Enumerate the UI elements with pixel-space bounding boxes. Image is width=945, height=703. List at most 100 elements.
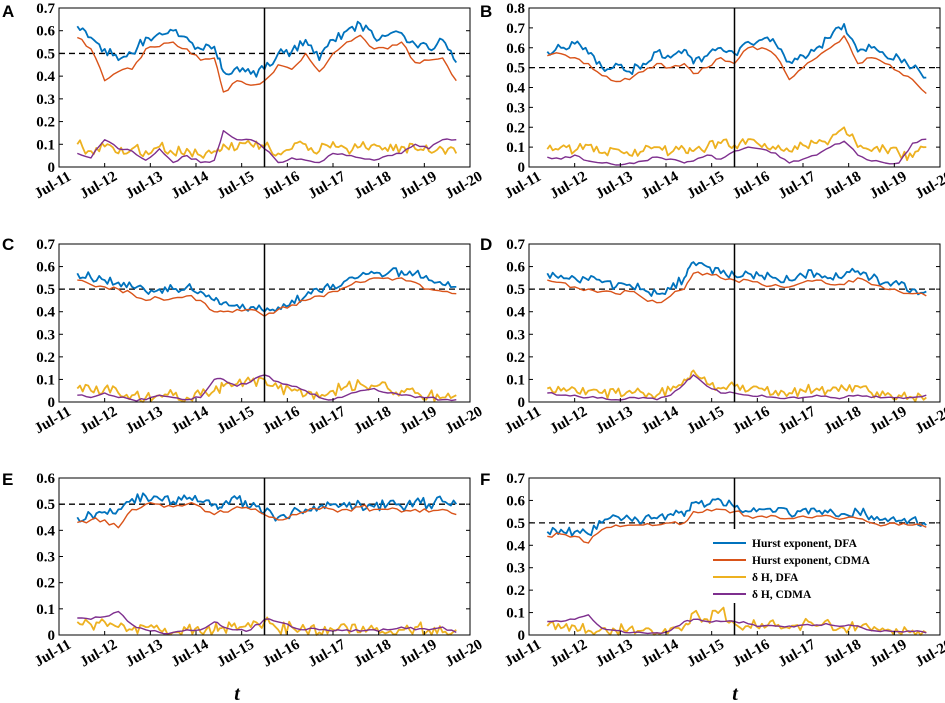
plot-frame xyxy=(528,477,941,636)
y-tick-label: 0.6 xyxy=(506,493,525,509)
y-tick-label: 0.1 xyxy=(506,606,525,622)
y-tick-label: 0.3 xyxy=(36,550,55,566)
x-tick-label: Jul-18 xyxy=(351,169,394,203)
y-tick-label: 0.6 xyxy=(506,260,525,276)
y-tick-label: 0.6 xyxy=(36,260,55,276)
y-tick-label: 0.5 xyxy=(506,516,525,532)
x-axis-title: t xyxy=(732,683,739,703)
series-line xyxy=(546,126,927,162)
x-tick-label: Jul-18 xyxy=(351,404,394,438)
panel-letter: A xyxy=(2,2,14,21)
x-tick-label: Jul-19 xyxy=(867,169,910,203)
x-tick-label: Jul-15 xyxy=(684,169,727,203)
series-line xyxy=(547,374,927,401)
x-tick-label: Jul-12 xyxy=(77,637,120,671)
x-tick-label: Jul-16 xyxy=(260,636,303,670)
series-line xyxy=(546,23,927,79)
x-tick-label: Jul-20 xyxy=(443,169,486,203)
series-line xyxy=(76,376,457,403)
y-tick-label: 0 xyxy=(518,160,526,176)
y-tick-label: 0.5 xyxy=(36,282,55,298)
x-tick-label: Jul-17 xyxy=(776,168,819,202)
y-tick-label: 0.8 xyxy=(506,1,525,17)
panel-letter: C xyxy=(2,235,14,254)
x-tick-label: Jul-17 xyxy=(306,636,349,670)
series-line xyxy=(76,267,457,313)
y-tick-label: 0 xyxy=(48,628,56,644)
series-line xyxy=(76,492,458,523)
x-tick-label: Jul-14 xyxy=(169,403,212,437)
y-tick-label: 0.6 xyxy=(36,471,55,487)
y-tick-label: 0 xyxy=(518,395,526,411)
y-tick-label: 0.4 xyxy=(36,69,55,85)
y-tick-label: 0.2 xyxy=(506,120,525,136)
x-tick-label: Jul-16 xyxy=(730,403,773,437)
x-tick-label: Jul-16 xyxy=(730,636,773,670)
series-line xyxy=(77,277,457,317)
y-tick-label: 0.5 xyxy=(506,61,525,77)
y-tick-label: 0 xyxy=(48,395,56,411)
x-tick-label: Jul-16 xyxy=(260,403,303,437)
x-tick-label: Jul-16 xyxy=(260,168,303,202)
y-tick-label: 0.7 xyxy=(36,1,55,17)
legend-label: Hurst exponent, CDMA xyxy=(752,555,871,567)
panel-letter: F xyxy=(480,470,490,489)
x-tick-label: Jul-13 xyxy=(593,169,636,203)
series-line xyxy=(77,502,457,529)
x-tick-label: Jul-15 xyxy=(214,637,257,671)
x-tick-label: Jul-14 xyxy=(639,403,682,437)
y-tick-label: 0.7 xyxy=(506,237,525,253)
y-tick-label: 0.5 xyxy=(506,282,525,298)
y-tick-label: 0.2 xyxy=(36,350,55,366)
x-tick-label: Jul-15 xyxy=(684,404,727,438)
x-tick-label: Jul-14 xyxy=(639,168,682,202)
y-tick-label: 0.6 xyxy=(506,41,525,57)
plot-frame xyxy=(528,243,941,403)
y-tick-label: 0.1 xyxy=(506,140,525,156)
x-tick-label: Jul-15 xyxy=(214,404,257,438)
x-tick-label: Jul-13 xyxy=(593,637,636,671)
legend-label: δ H, DFA xyxy=(752,572,799,584)
y-tick-label: 0.1 xyxy=(36,372,55,388)
y-tick-label: 0.4 xyxy=(506,538,525,554)
y-tick-label: 0.3 xyxy=(506,561,525,577)
panel-letter: D xyxy=(480,235,492,254)
x-tick-label: Jul-12 xyxy=(77,169,120,203)
x-tick-label: Jul-15 xyxy=(214,169,257,203)
y-tick-label: 0.7 xyxy=(36,237,55,253)
series-line xyxy=(547,614,927,635)
y-tick-label: 0.7 xyxy=(506,471,525,487)
y-tick-label: 0.2 xyxy=(506,350,525,366)
y-tick-label: 0.5 xyxy=(36,46,55,62)
x-tick-label: Jul-14 xyxy=(169,636,212,670)
y-tick-label: 0 xyxy=(518,628,526,644)
y-tick-label: 0.4 xyxy=(36,523,55,539)
series-line xyxy=(76,20,458,78)
x-tick-label: Jul-13 xyxy=(123,637,166,671)
x-tick-label: Jul-18 xyxy=(351,637,394,671)
y-tick-label: 0.1 xyxy=(506,372,525,388)
x-tick-label: Jul-12 xyxy=(547,169,590,203)
x-tick-label: Jul-18 xyxy=(821,637,864,671)
x-tick-label: Jul-19 xyxy=(397,637,440,671)
y-tick-label: 0.4 xyxy=(506,81,525,97)
x-tick-label: Jul-17 xyxy=(306,403,349,437)
y-tick-label: 0.3 xyxy=(36,92,55,108)
y-tick-label: 0.1 xyxy=(36,137,55,153)
x-tick-label: Jul-12 xyxy=(547,404,590,438)
x-tick-label: Jul-13 xyxy=(123,404,166,438)
legend-label: Hurst exponent, DFA xyxy=(752,538,858,550)
y-tick-label: 0.2 xyxy=(506,583,525,599)
y-tick-label: 0.2 xyxy=(36,576,55,592)
y-tick-label: 0.6 xyxy=(36,24,55,40)
x-tick-label: Jul-12 xyxy=(547,637,590,671)
x-tick-label: Jul-20 xyxy=(913,404,945,438)
series-line xyxy=(76,139,458,159)
x-tick-label: Jul-20 xyxy=(443,637,486,671)
x-tick-label: Jul-17 xyxy=(776,403,819,437)
x-tick-label: Jul-17 xyxy=(306,168,349,202)
